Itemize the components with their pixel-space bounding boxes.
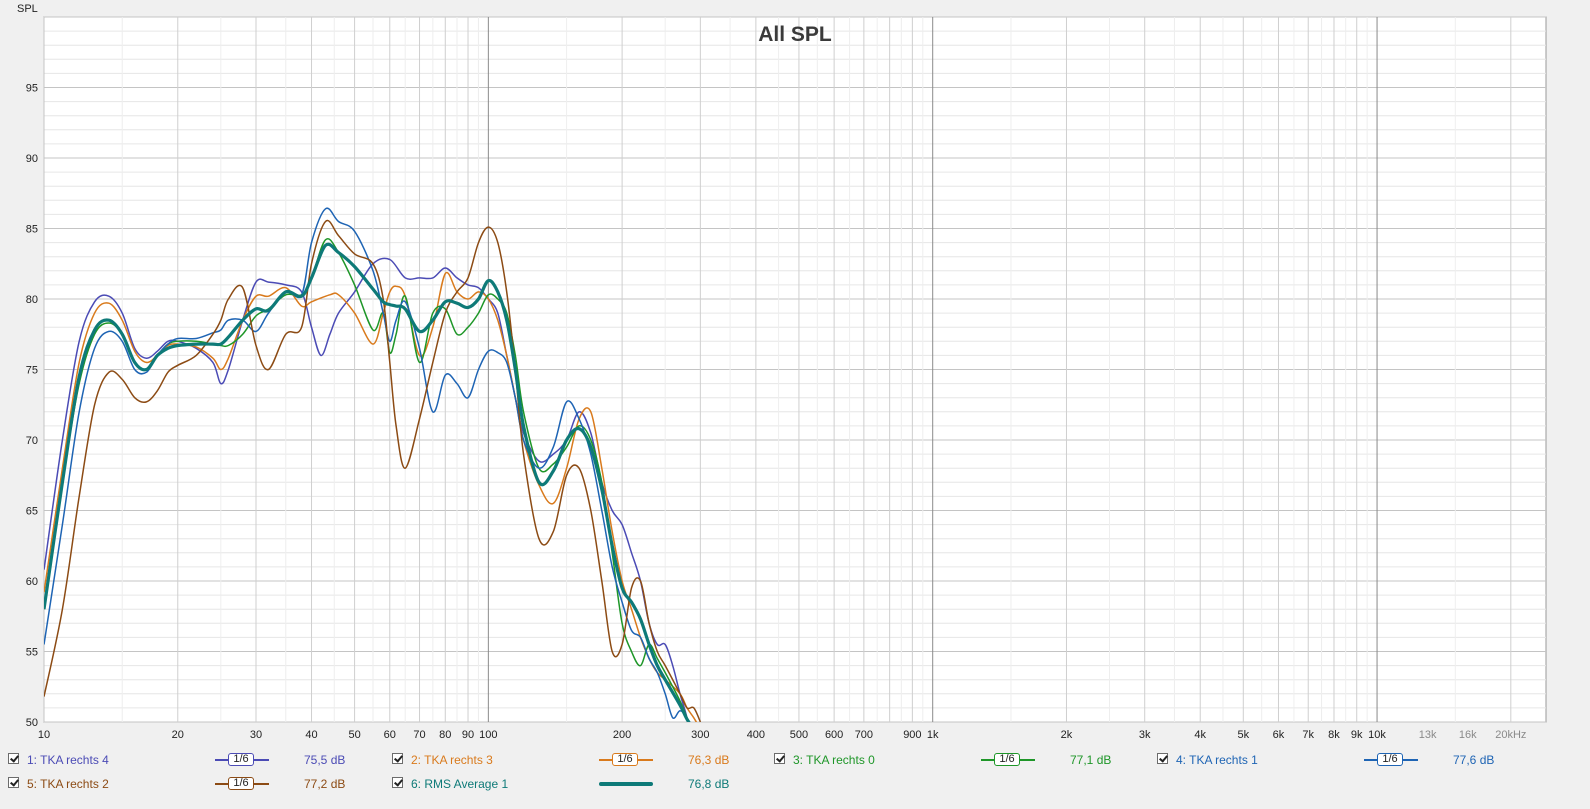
legend-value: 76,8 dB <box>688 777 730 791</box>
legend-series-name[interactable]: 5: TKA rechts 2 <box>27 777 109 791</box>
x-tick-label: 20kHz <box>1495 729 1526 741</box>
grid-lines <box>43 16 1546 723</box>
y-tick-labels: 50 55 60 65 70 75 80 85 90 95 <box>26 83 38 730</box>
legend-checkbox[interactable] <box>8 777 19 788</box>
series-line-1[interactable] <box>44 257 694 748</box>
y-tick-label: 80 <box>26 294 38 306</box>
legend-smoothing-swatch[interactable]: 1/6 <box>215 752 269 768</box>
legend-item: 3: TKA rechts 0 1/6 77,1 dB <box>774 752 1154 768</box>
legend-item: 6: RMS Average 1 76,8 dB <box>392 776 772 792</box>
legend-series-name[interactable]: 3: TKA rechts 0 <box>793 753 875 767</box>
smoothing-label[interactable]: 1/6 <box>228 777 254 790</box>
legend-item: 2: TKA rechts 3 1/6 76,3 dB <box>392 752 772 768</box>
legend: 1: TKA rechts 4 1/6 75,5 dB 2: TKA rechts 3… <box>0 748 1590 809</box>
x-tick-label: 90 <box>462 729 474 741</box>
legend-value: 76,3 dB <box>688 753 730 767</box>
legend-series-name[interactable]: 1: TKA rechts 4 <box>27 753 109 767</box>
x-tick-label: 700 <box>855 729 873 741</box>
x-tick-label: 200 <box>613 729 631 741</box>
x-tick-label: 4k <box>1194 729 1206 741</box>
y-tick-label: 85 <box>26 224 38 236</box>
chart-title: All SPL <box>758 23 832 46</box>
x-tick-label: 6k <box>1273 729 1285 741</box>
x-tick-label: 30 <box>250 729 262 741</box>
x-tick-label: 900 <box>903 729 921 741</box>
legend-value: 77,2 dB <box>304 777 346 791</box>
legend-smoothing-swatch[interactable]: 1/6 <box>1364 752 1418 768</box>
x-tick-label: 100 <box>479 729 497 741</box>
x-tick-label: 80 <box>439 729 451 741</box>
legend-checkbox[interactable] <box>8 753 19 764</box>
x-tick-label: 400 <box>747 729 765 741</box>
x-tick-label: 3k <box>1139 729 1151 741</box>
legend-item: 5: TKA rechts 2 1/6 77,2 dB <box>8 776 388 792</box>
x-tick-label: 10 <box>38 729 50 741</box>
y-tick-label: 90 <box>26 153 38 165</box>
legend-series-name[interactable]: 4: TKA rechts 1 <box>1176 753 1258 767</box>
legend-item: 1: TKA rechts 4 1/6 75,5 dB <box>8 752 388 768</box>
y-tick-label: 75 <box>26 365 38 377</box>
legend-smoothing-swatch[interactable] <box>599 776 653 792</box>
x-tick-label: 70 <box>413 729 425 741</box>
smoothing-label[interactable]: 1/6 <box>228 753 254 766</box>
smoothing-label[interactable]: 1/6 <box>612 753 638 766</box>
legend-value: 77,1 dB <box>1070 753 1112 767</box>
legend-value: 75,5 dB <box>304 753 346 767</box>
legend-value: 77,6 dB <box>1453 753 1495 767</box>
series-line-5[interactable] <box>44 219 702 722</box>
series-line-6[interactable] <box>44 242 694 729</box>
legend-checkbox[interactable] <box>392 753 403 764</box>
x-tick-label: 9k <box>1351 729 1363 741</box>
x-tick-label: 500 <box>790 729 808 741</box>
smoothing-label[interactable]: 1/6 <box>994 753 1020 766</box>
x-tick-label: 5k <box>1237 729 1249 741</box>
curves <box>44 207 702 748</box>
legend-smoothing-swatch[interactable]: 1/6 <box>981 752 1035 768</box>
y-tick-label: 50 <box>26 717 38 729</box>
x-tick-label: 13k <box>1419 729 1437 741</box>
x-tick-label: 16k <box>1459 729 1477 741</box>
x-tick-label: 20 <box>172 729 184 741</box>
legend-series-name[interactable]: 6: RMS Average 1 <box>411 777 509 791</box>
legend-smoothing-swatch[interactable]: 1/6 <box>599 752 653 768</box>
x-tick-label: 60 <box>384 729 396 741</box>
y-tick-label: 70 <box>26 435 38 447</box>
y-tick-label: 60 <box>26 576 38 588</box>
spl-chart[interactable]: SPL 50 55 60 65 70 75 80 85 90 95 10 20 30 40 50 60 70 8… <box>0 0 1590 748</box>
legend-item: 4: TKA rechts 1 1/6 77,6 dB <box>1157 752 1537 768</box>
legend-checkbox[interactable] <box>774 753 785 764</box>
y-axis-label: SPL <box>17 3 38 15</box>
legend-series-name[interactable]: 2: TKA rechts 3 <box>411 753 493 767</box>
x-tick-labels: 10 20 30 40 50 60 70 80 90 100 200 300 400 500 600 700 9… <box>38 729 1527 741</box>
x-tick-label: 10k <box>1368 729 1386 741</box>
x-tick-label: 600 <box>825 729 843 741</box>
x-tick-label: 40 <box>305 729 317 741</box>
x-tick-label: 1k <box>927 729 939 741</box>
x-tick-label: 7k <box>1302 729 1314 741</box>
series-line-2[interactable] <box>44 271 700 729</box>
x-tick-label: 50 <box>348 729 360 741</box>
legend-checkbox[interactable] <box>1157 753 1168 764</box>
legend-checkbox[interactable] <box>392 777 403 788</box>
smoothing-label[interactable]: 1/6 <box>1377 753 1403 766</box>
x-tick-label: 8k <box>1328 729 1340 741</box>
y-tick-label: 55 <box>26 647 38 659</box>
legend-smoothing-swatch[interactable]: 1/6 <box>215 776 269 792</box>
series-line-4[interactable] <box>44 207 694 736</box>
y-tick-label: 65 <box>26 506 38 518</box>
x-tick-label: 300 <box>691 729 709 741</box>
x-tick-label: 2k <box>1061 729 1073 741</box>
y-tick-label: 95 <box>26 83 38 95</box>
